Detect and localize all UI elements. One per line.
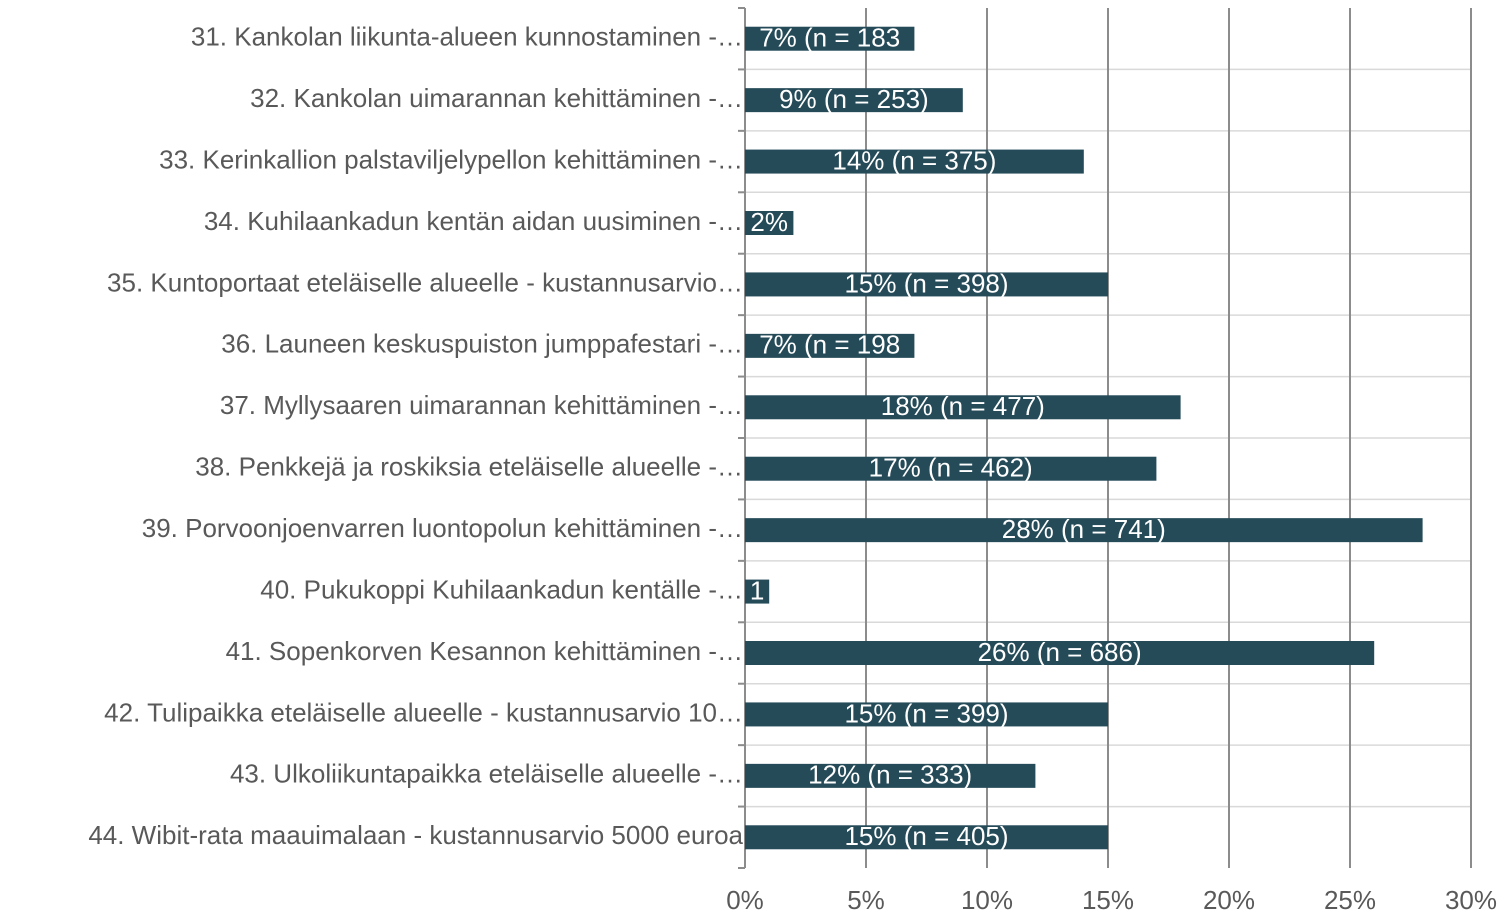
y-tick-label: 39. Porvoonjoenvarren luontopolun kehitt… [142,513,743,543]
value-label: 15% (n = 399) [844,698,1008,728]
bar [745,272,1108,297]
bar [745,88,963,113]
value-label: 15% (n = 398) [844,268,1008,298]
bar [745,702,1108,727]
bar [745,579,770,604]
value-label: 1 [750,575,764,605]
x-tick-label: 15% [1082,885,1134,915]
x-tick-label: 10% [961,885,1013,915]
y-tick-label: 42. Tulipaikka eteläiselle alueelle - ku… [104,697,743,727]
y-tick-label: 41. Sopenkorven Kesannon kehittäminen -… [226,636,743,666]
bar [745,395,1181,420]
value-label: 18% (n = 477) [881,391,1045,421]
y-tick-label: 32. Kankolan uimarannan kehittäminen -… [250,83,743,113]
bar [745,333,915,358]
x-tick-label: 5% [847,885,885,915]
value-label: 15% (n = 405) [844,821,1008,851]
y-tick-label: 31. Kankolan liikunta-alueen kunnostamin… [191,22,743,52]
y-tick-label: 43. Ulkoliikuntapaikka eteläiselle aluee… [230,759,743,789]
value-label: 12% (n = 333) [808,760,972,790]
value-label: 28% (n = 741) [1002,514,1166,544]
y-tick-label: 35. Kuntoportaat eteläiselle alueelle - … [107,267,743,297]
bar [745,456,1157,481]
y-tick-label: 38. Penkkejä ja roskiksia eteläiselle al… [195,452,743,482]
bar [745,641,1375,665]
x-tick-label: 20% [1203,885,1255,915]
bar [745,825,1108,850]
y-tick-label: 36. Launeen keskuspuiston jumppafestari … [221,329,743,359]
x-tick-label: 30% [1445,885,1497,915]
y-tick-label: 33. Kerinkallion palstaviljelypellon keh… [159,144,743,174]
value-label: 2% [750,207,788,237]
y-tick-label: 40. Pukukoppi Kuhilaankadun kentälle -… [260,574,743,604]
value-label: 7% (n = 198 [759,330,900,360]
x-tick-label: 0% [726,885,764,915]
y-tick-label: 34. Kuhilaankadun kentän aidan uusiminen… [204,206,743,236]
bar [745,518,1423,543]
value-label: 17% (n = 462) [869,453,1033,483]
value-label: 9% (n = 253) [779,84,929,114]
bar [745,149,1084,174]
y-tick-label: 37. Myllysaaren uimarannan kehittäminen … [220,390,743,420]
bar [745,26,915,51]
value-label: 26% (n = 686) [978,637,1142,667]
x-tick-label: 25% [1324,885,1376,915]
bar [745,211,794,235]
value-label: 14% (n = 375) [832,145,996,175]
value-label: 7% (n = 183 [759,23,900,53]
y-tick-label: 44. Wibit-rata maauimalaan - kustannusar… [88,820,743,850]
bar [745,763,1036,788]
